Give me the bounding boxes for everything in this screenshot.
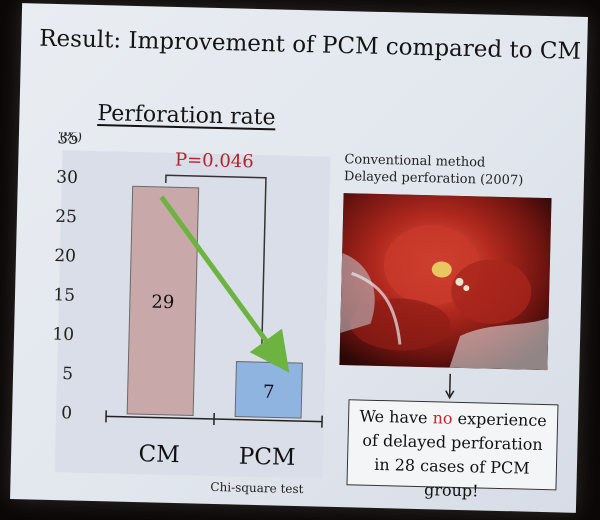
y-tick-label: 10	[52, 325, 74, 346]
photo-caption-line2: Delayed perforation (2007)	[343, 169, 524, 189]
conclusion-line3: in 28 cases of PCM group!	[374, 454, 530, 501]
x-category-label: PCM	[238, 444, 295, 471]
trend-arrow	[159, 195, 290, 373]
endoscopic-photo	[339, 193, 552, 371]
slide-title: Result: Improvement of PCM compared to C…	[38, 25, 582, 65]
p-value-label: P=0.046	[175, 150, 254, 173]
y-axis-ticks: 0 5 10 15 20 25 30 35	[52, 131, 79, 423]
bar-cm	[126, 185, 200, 416]
bar-value-label: 29	[151, 292, 174, 314]
perforation-rate-chart: (%) 0 5 10 15 20 25 30 35 29 7 CM PCM P=0.046	[52, 131, 331, 479]
y-tick-label: 5	[62, 364, 73, 384]
y-tick-label: 25	[55, 207, 77, 228]
y-tick-label: 30	[56, 168, 78, 189]
y-tick-label: 20	[54, 246, 76, 267]
y-tick-label: 0	[61, 403, 72, 423]
conclusion-highlight: no	[432, 408, 453, 428]
y-tick-label: 15	[53, 285, 75, 306]
presentation-slide: Result: Improvement of PCM compared to C…	[10, 3, 588, 513]
down-arrow-icon	[445, 373, 455, 400]
photo-caption: Conventional method Delayed perforation …	[344, 151, 524, 189]
significance-bracket	[165, 174, 267, 357]
chart-subtitle: Perforation rate	[97, 101, 276, 131]
conclusion-box: We have no experience of delayed perfora…	[346, 399, 559, 500]
statistical-test-label: Chi-square test	[210, 479, 304, 497]
endoscopic-photo-image	[339, 193, 552, 371]
conclusion-line1-start: We have	[359, 406, 433, 428]
chart-bars: 29 7	[126, 185, 303, 419]
x-axis-categories: CM PCM	[138, 441, 295, 471]
conclusion-line1-end: experience	[452, 408, 548, 431]
x-category-label: CM	[138, 441, 180, 468]
y-tick-label: 35	[57, 131, 79, 148]
bar-value-label: 7	[263, 382, 275, 403]
y-axis-label: (%)	[59, 131, 82, 144]
